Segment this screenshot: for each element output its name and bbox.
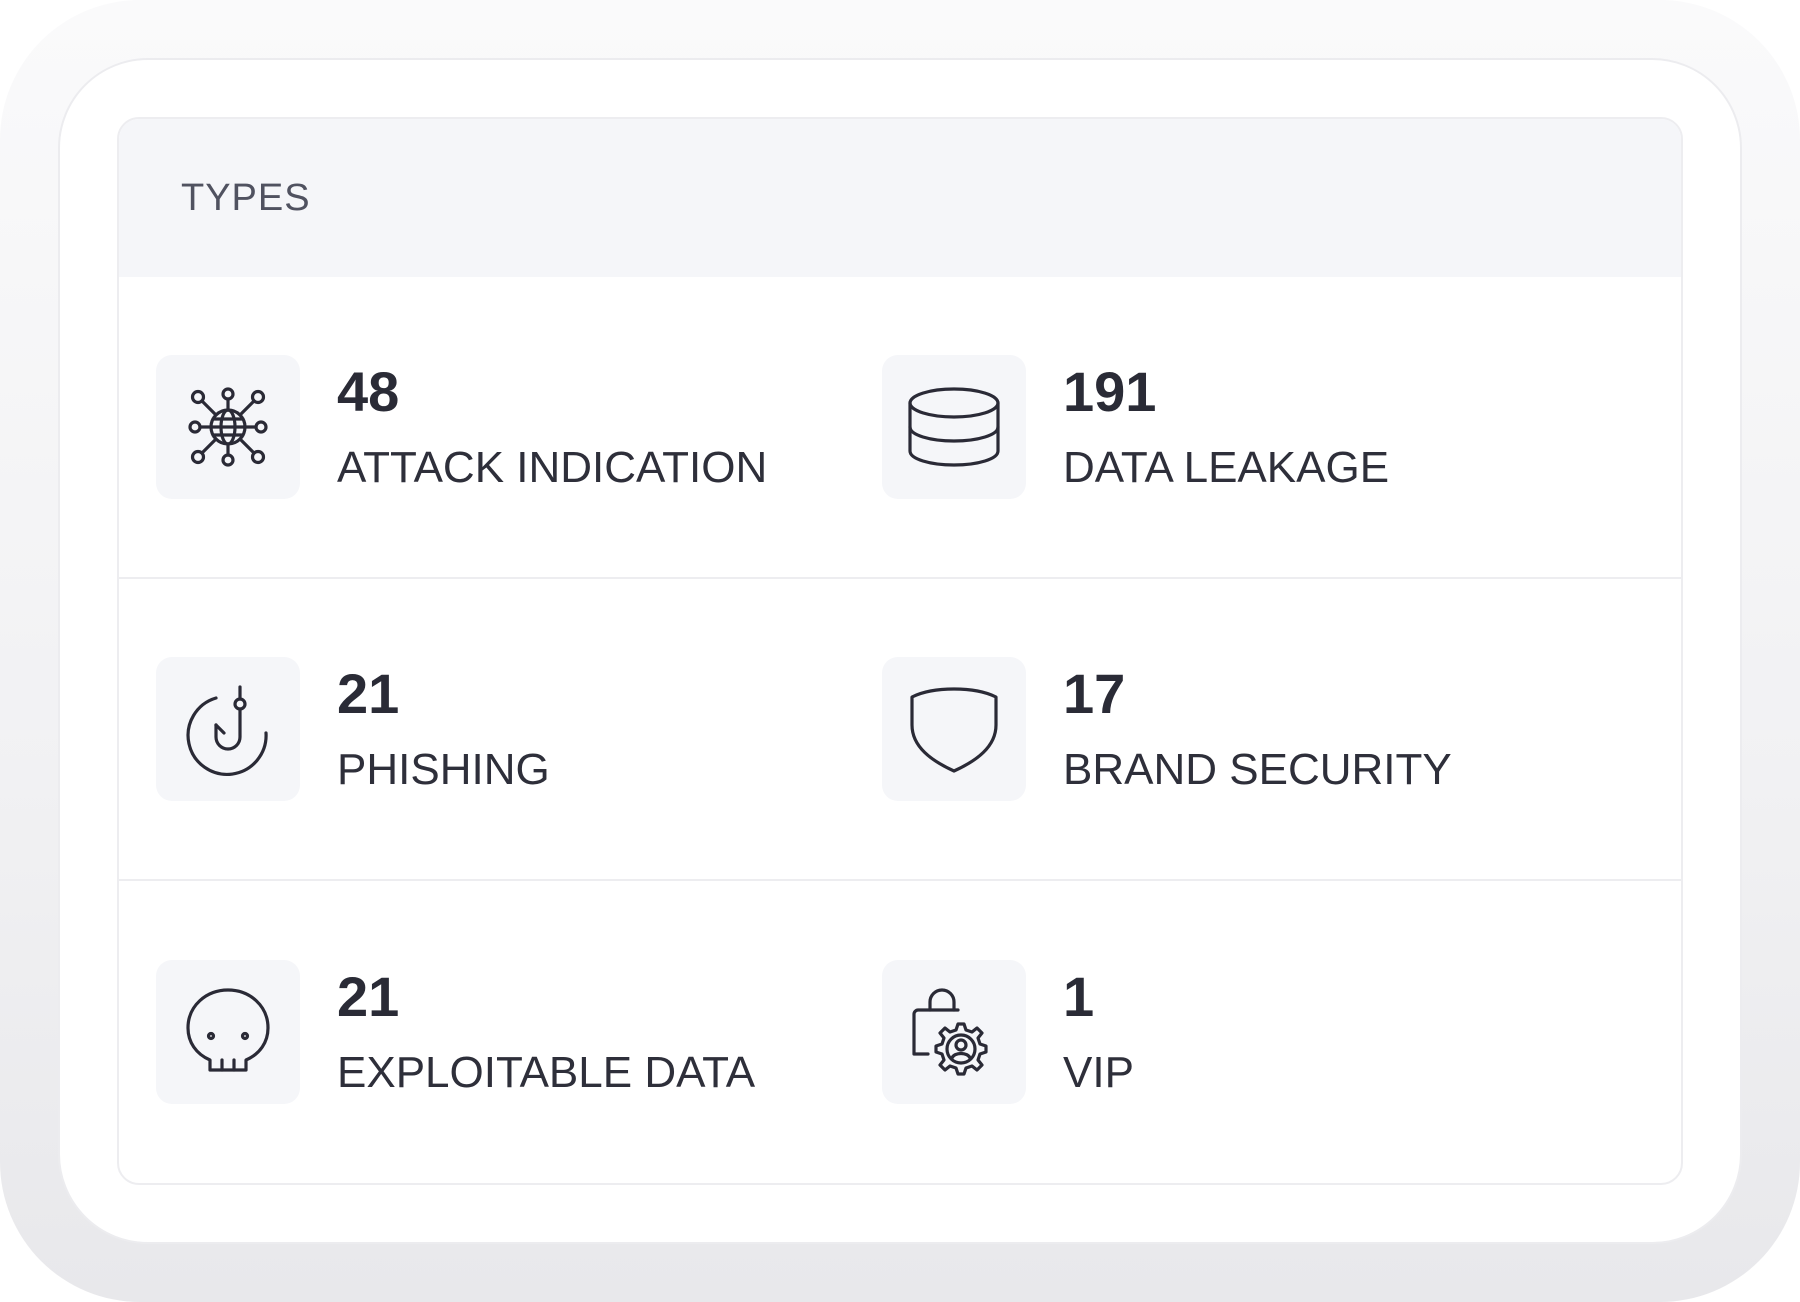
stat-label: BRAND SECURITY xyxy=(1063,745,1452,794)
icon-box xyxy=(156,960,300,1104)
stat-text: 191 DATA LEAKAGE xyxy=(1063,364,1389,490)
stat-label: VIP xyxy=(1063,1048,1134,1097)
fishing-hook-icon xyxy=(186,685,268,776)
icon-box xyxy=(156,657,300,801)
skull-icon xyxy=(186,988,270,1072)
stat-brand-security[interactable]: 17 BRAND SECURITY xyxy=(882,579,1645,879)
stats-grid: 48 ATTACK INDICATION 191 DATA LEAKAGE xyxy=(119,277,1681,1183)
icon-box xyxy=(882,657,1026,801)
icon-box xyxy=(882,355,1026,499)
stat-value: 191 xyxy=(1063,360,1157,423)
stat-label: PHISHING xyxy=(337,745,550,794)
stats-row: 21 EXPLOITABLE DATA 1 xyxy=(119,881,1681,1183)
stat-label: ATTACK INDICATION xyxy=(337,443,768,492)
stat-value: 17 xyxy=(1063,662,1126,725)
lock-user-gear-icon xyxy=(912,988,988,1076)
stats-row: 48 ATTACK INDICATION 191 DATA LEAKAGE xyxy=(119,277,1681,579)
types-card: TYPES xyxy=(117,117,1683,1185)
stat-value: 48 xyxy=(337,360,400,423)
card-header: TYPES xyxy=(119,119,1681,277)
stat-text: 21 PHISHING xyxy=(337,666,550,792)
stat-text: 1 VIP xyxy=(1063,969,1134,1095)
stat-value: 1 xyxy=(1063,965,1095,1028)
stat-value: 21 xyxy=(337,662,400,725)
stat-data-leakage[interactable]: 191 DATA LEAKAGE xyxy=(882,277,1645,577)
shield-icon xyxy=(910,687,998,773)
stat-phishing[interactable]: 21 PHISHING xyxy=(119,579,882,879)
stat-vip[interactable]: 1 VIP xyxy=(882,881,1645,1183)
card-title: TYPES xyxy=(181,176,311,219)
icon-box xyxy=(882,960,1026,1104)
stat-text: 21 EXPLOITABLE DATA xyxy=(337,969,755,1095)
stat-text: 17 BRAND SECURITY xyxy=(1063,666,1452,792)
network-globe-icon xyxy=(188,387,268,467)
stat-exploitable-data[interactable]: 21 EXPLOITABLE DATA xyxy=(119,881,882,1183)
database-icon xyxy=(908,387,1000,467)
icon-box xyxy=(156,355,300,499)
stat-label: EXPLOITABLE DATA xyxy=(337,1048,756,1097)
stat-attack-indication[interactable]: 48 ATTACK INDICATION xyxy=(119,277,882,577)
stat-value: 21 xyxy=(337,965,400,1028)
stat-label: DATA LEAKAGE xyxy=(1063,443,1390,492)
stats-row: 21 PHISHING 17 BRAND SECURITY xyxy=(119,579,1681,881)
stat-text: 48 ATTACK INDICATION xyxy=(337,364,767,490)
